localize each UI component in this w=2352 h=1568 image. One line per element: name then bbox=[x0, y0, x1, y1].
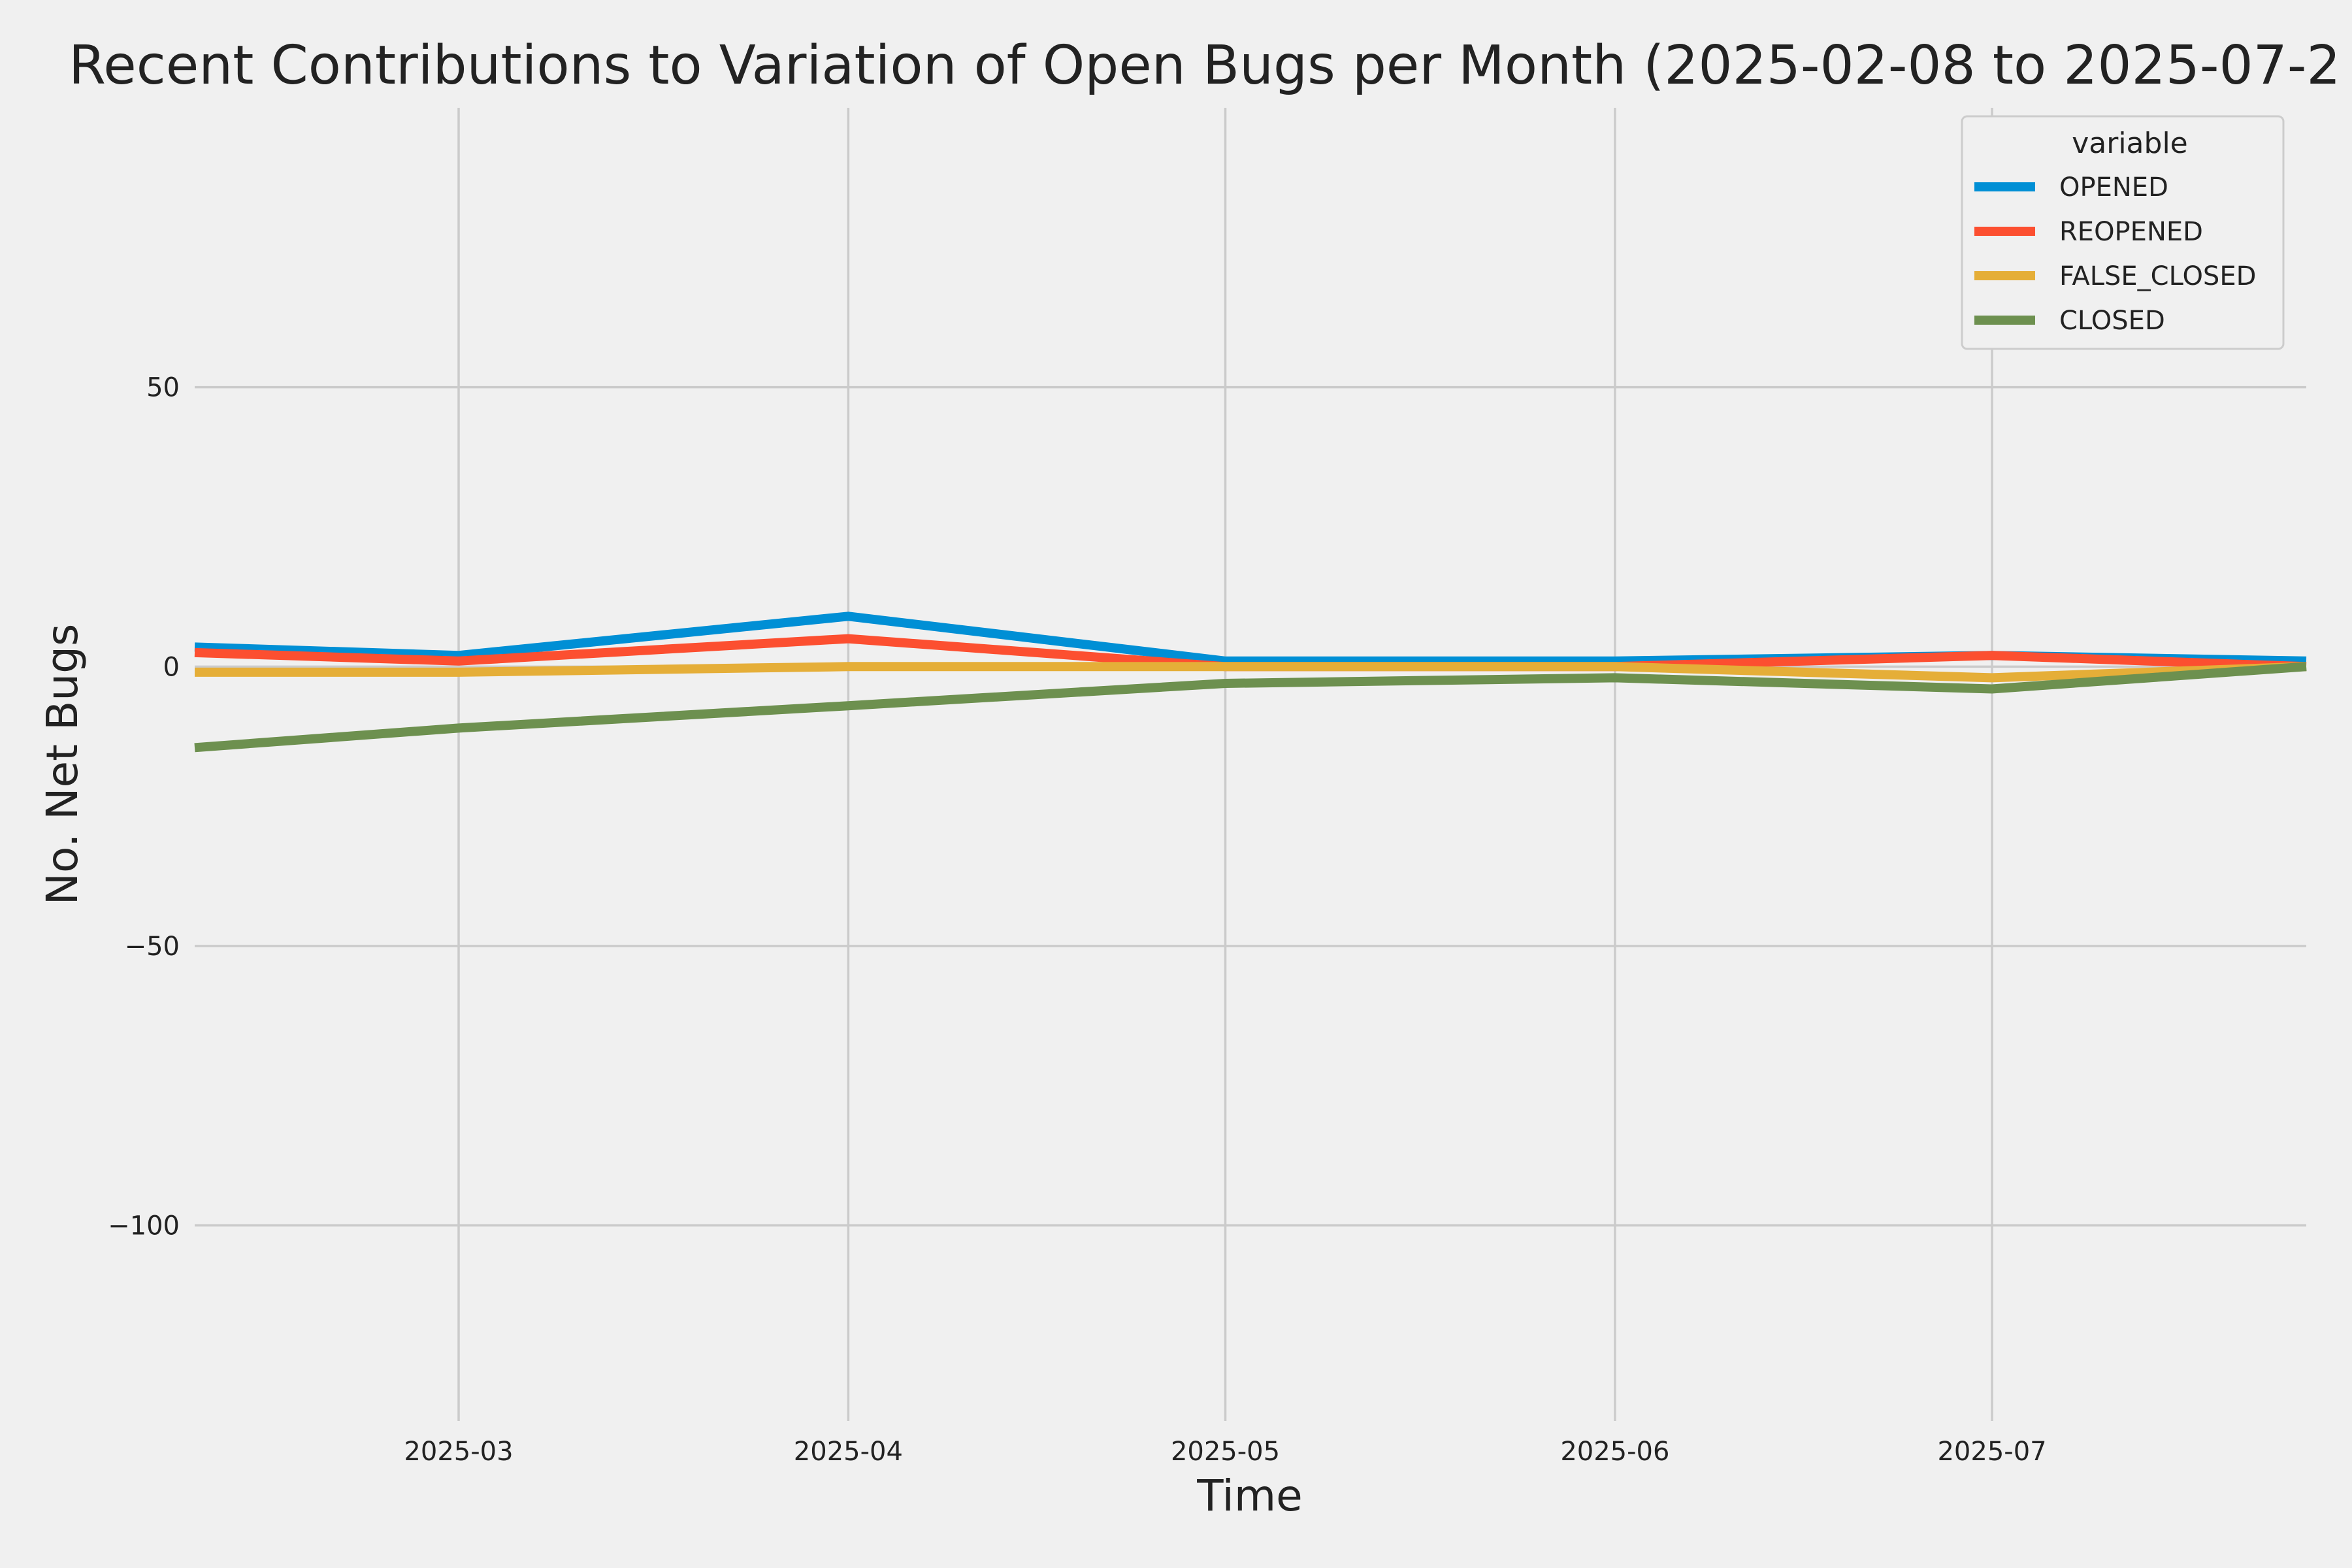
legend-entries: OPENED REOPENED FALSE_CLOSED CLOSED bbox=[1974, 172, 2256, 336]
series-line-closed bbox=[194, 662, 2307, 753]
legend-label-closed: CLOSED bbox=[2059, 306, 2165, 336]
legend-frame bbox=[1961, 115, 2285, 350]
y-tick-label: 0 bbox=[163, 652, 180, 682]
legend-label-opened: OPENED bbox=[2059, 172, 2168, 203]
plot-area bbox=[194, 612, 2307, 753]
y-tick-label: 50 bbox=[146, 373, 180, 403]
x-tick-label: 2025-05 bbox=[1171, 1437, 1280, 1467]
x-axis-label: Time bbox=[1196, 1471, 1303, 1521]
y-tick-label: −50 bbox=[125, 932, 180, 962]
x-tick-label: 2025-04 bbox=[794, 1437, 903, 1467]
x-tick-label: 2025-03 bbox=[404, 1437, 513, 1467]
legend-label-false-closed: FALSE_CLOSED bbox=[2059, 261, 2256, 291]
legend: variable OPENED REOPENED FALSE_CLOSED CLOSE… bbox=[1961, 115, 2285, 350]
x-tick-label: 2025-06 bbox=[1560, 1437, 1669, 1467]
y-tick-label: −100 bbox=[108, 1211, 180, 1241]
chart-title: Recent Contributions to Variation of Ope… bbox=[69, 35, 2341, 97]
series-line-false-closed bbox=[195, 662, 2307, 683]
x-tick-label: 2025-07 bbox=[1937, 1437, 2046, 1467]
y-axis-label: No. Net Bugs bbox=[37, 624, 88, 906]
tick-labels: 50 0 −50 −100 2025-03 2025-04 2025-05 2025-06 20… bbox=[108, 373, 2046, 1467]
legend-title: variable bbox=[2072, 127, 2188, 160]
legend-label-reopened: REOPENED bbox=[2059, 217, 2203, 247]
